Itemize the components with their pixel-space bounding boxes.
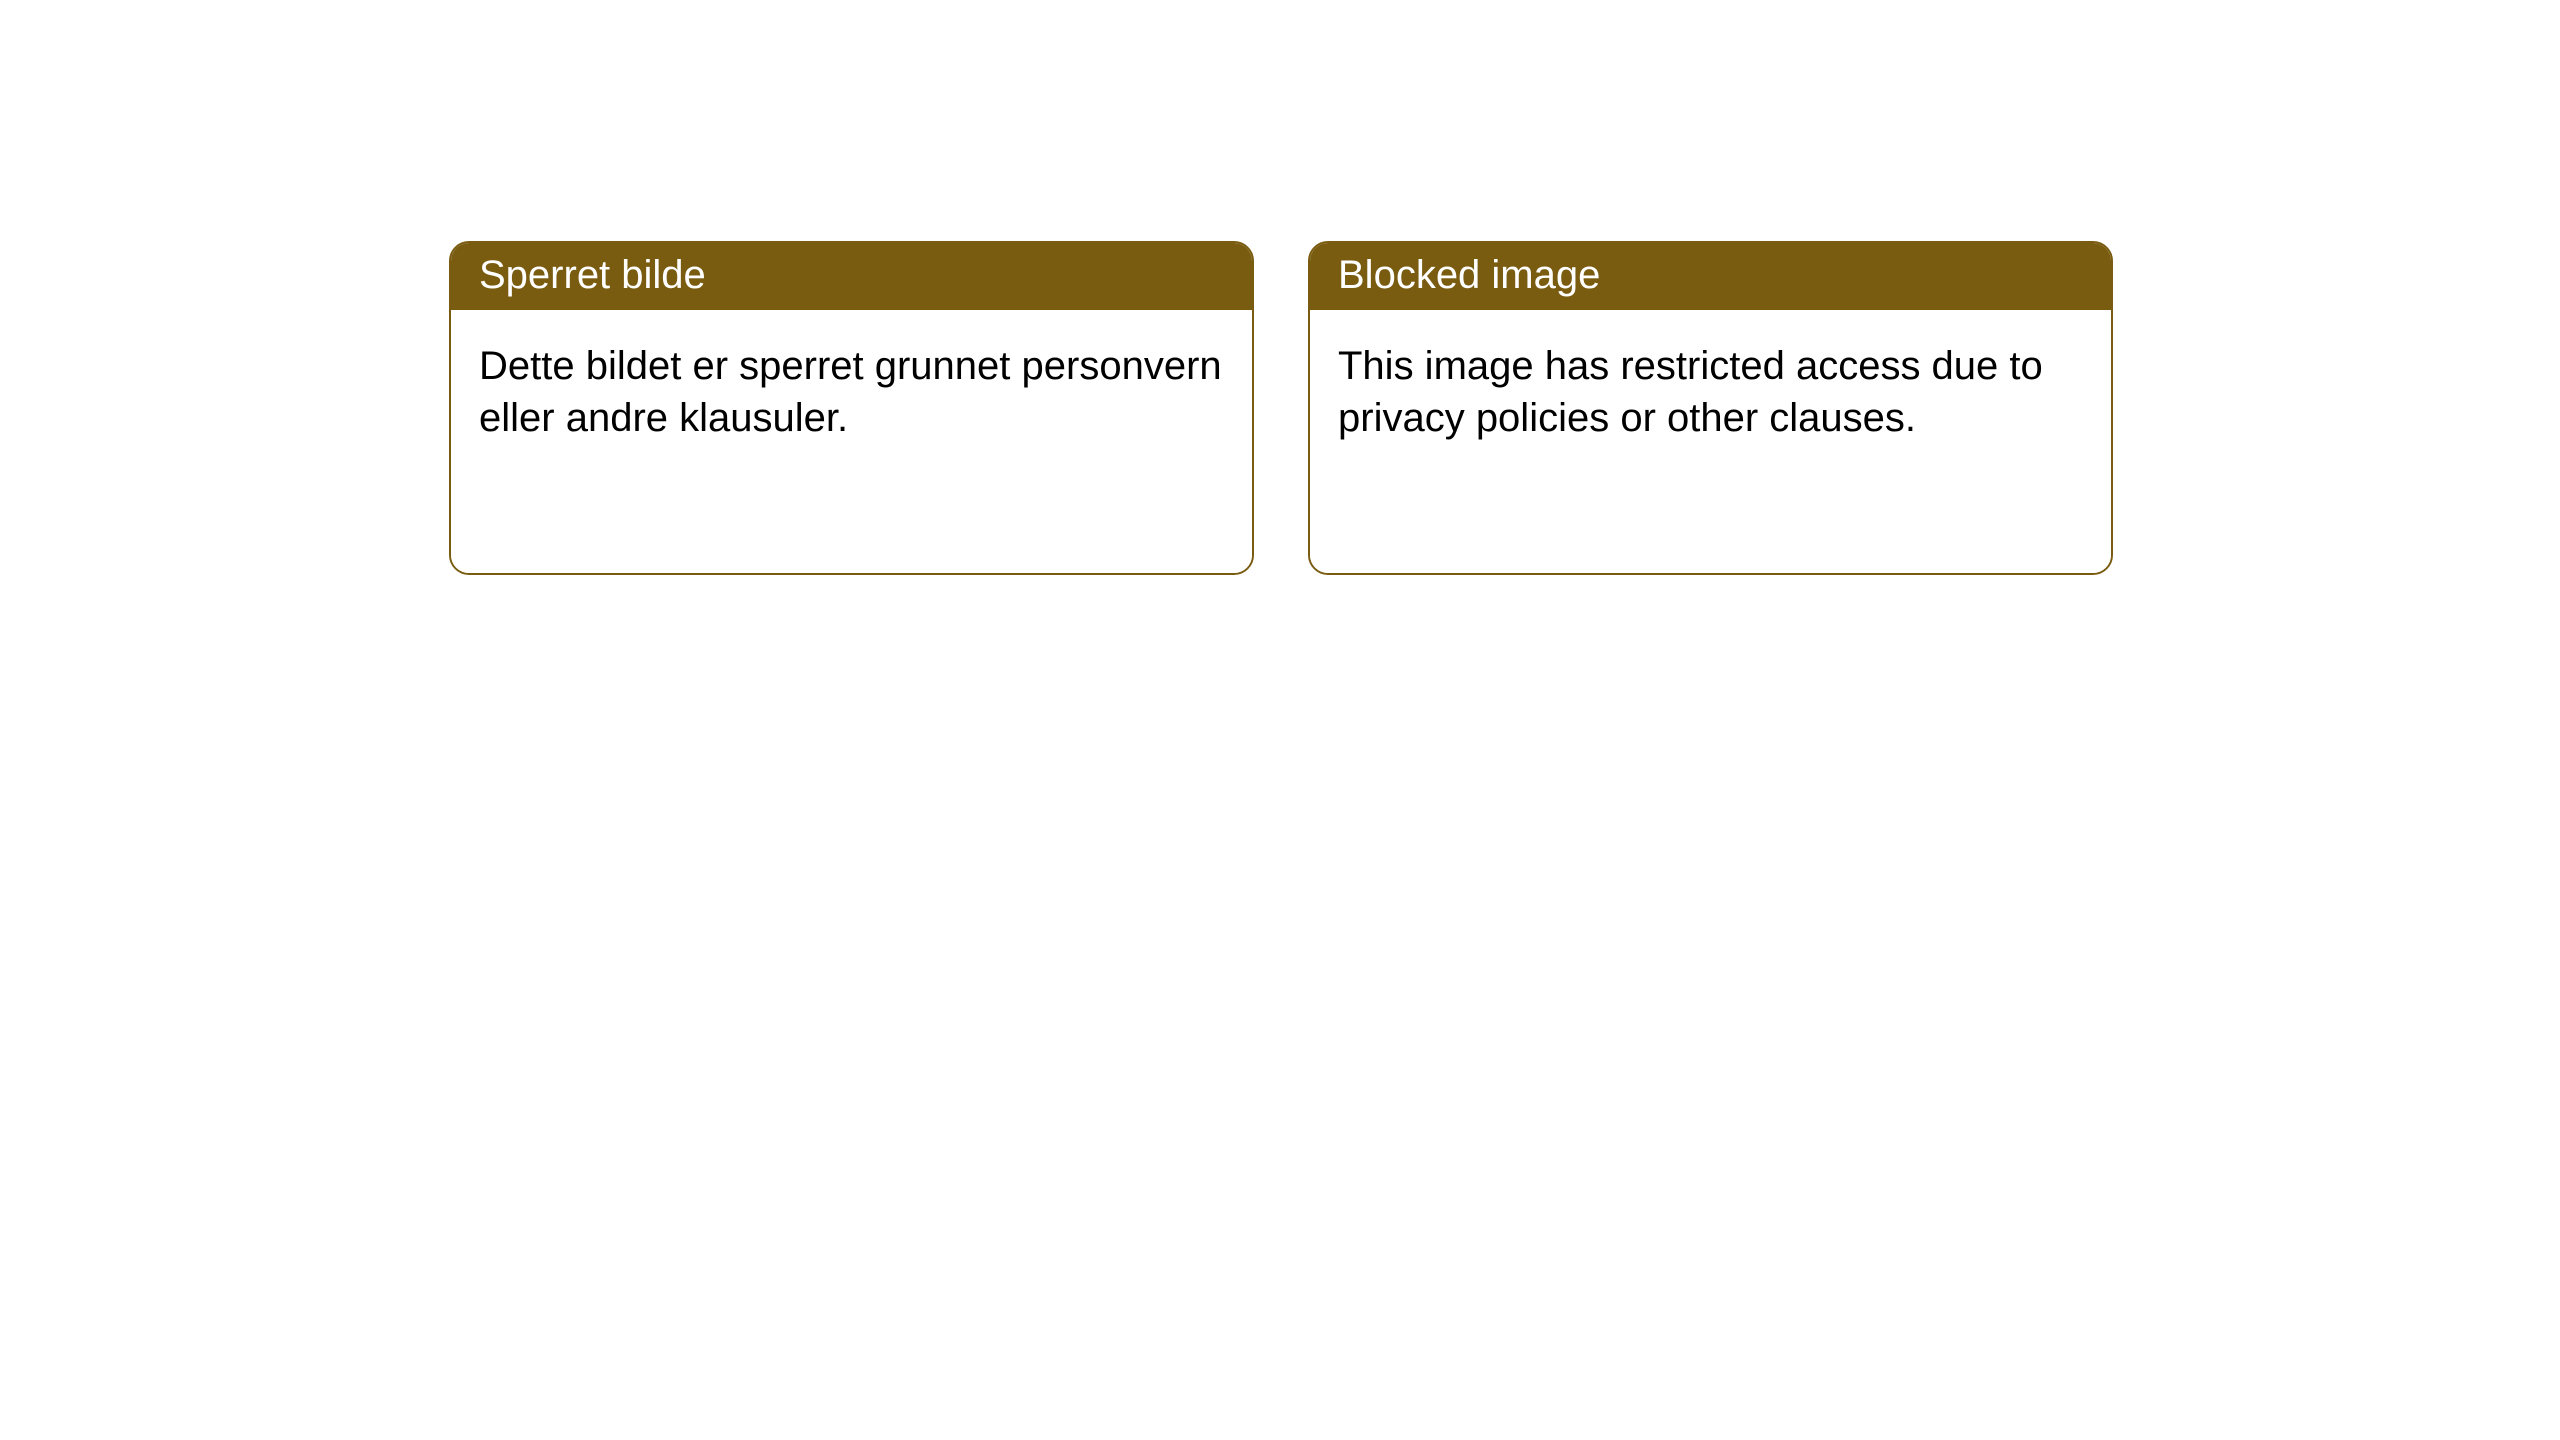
notice-card-english: Blocked image This image has restricted …: [1308, 241, 2113, 575]
card-title: Blocked image: [1338, 253, 1600, 297]
card-message: This image has restricted access due to …: [1338, 340, 2083, 444]
card-title: Sperret bilde: [479, 253, 706, 297]
card-header: Blocked image: [1310, 243, 2111, 310]
card-header: Sperret bilde: [451, 243, 1252, 310]
card-body: This image has restricted access due to …: [1310, 310, 2111, 573]
card-message: Dette bildet er sperret grunnet personve…: [479, 340, 1224, 444]
card-body: Dette bildet er sperret grunnet personve…: [451, 310, 1252, 573]
notice-card-norwegian: Sperret bilde Dette bildet er sperret gr…: [449, 241, 1254, 575]
notice-cards-container: Sperret bilde Dette bildet er sperret gr…: [449, 241, 2113, 575]
